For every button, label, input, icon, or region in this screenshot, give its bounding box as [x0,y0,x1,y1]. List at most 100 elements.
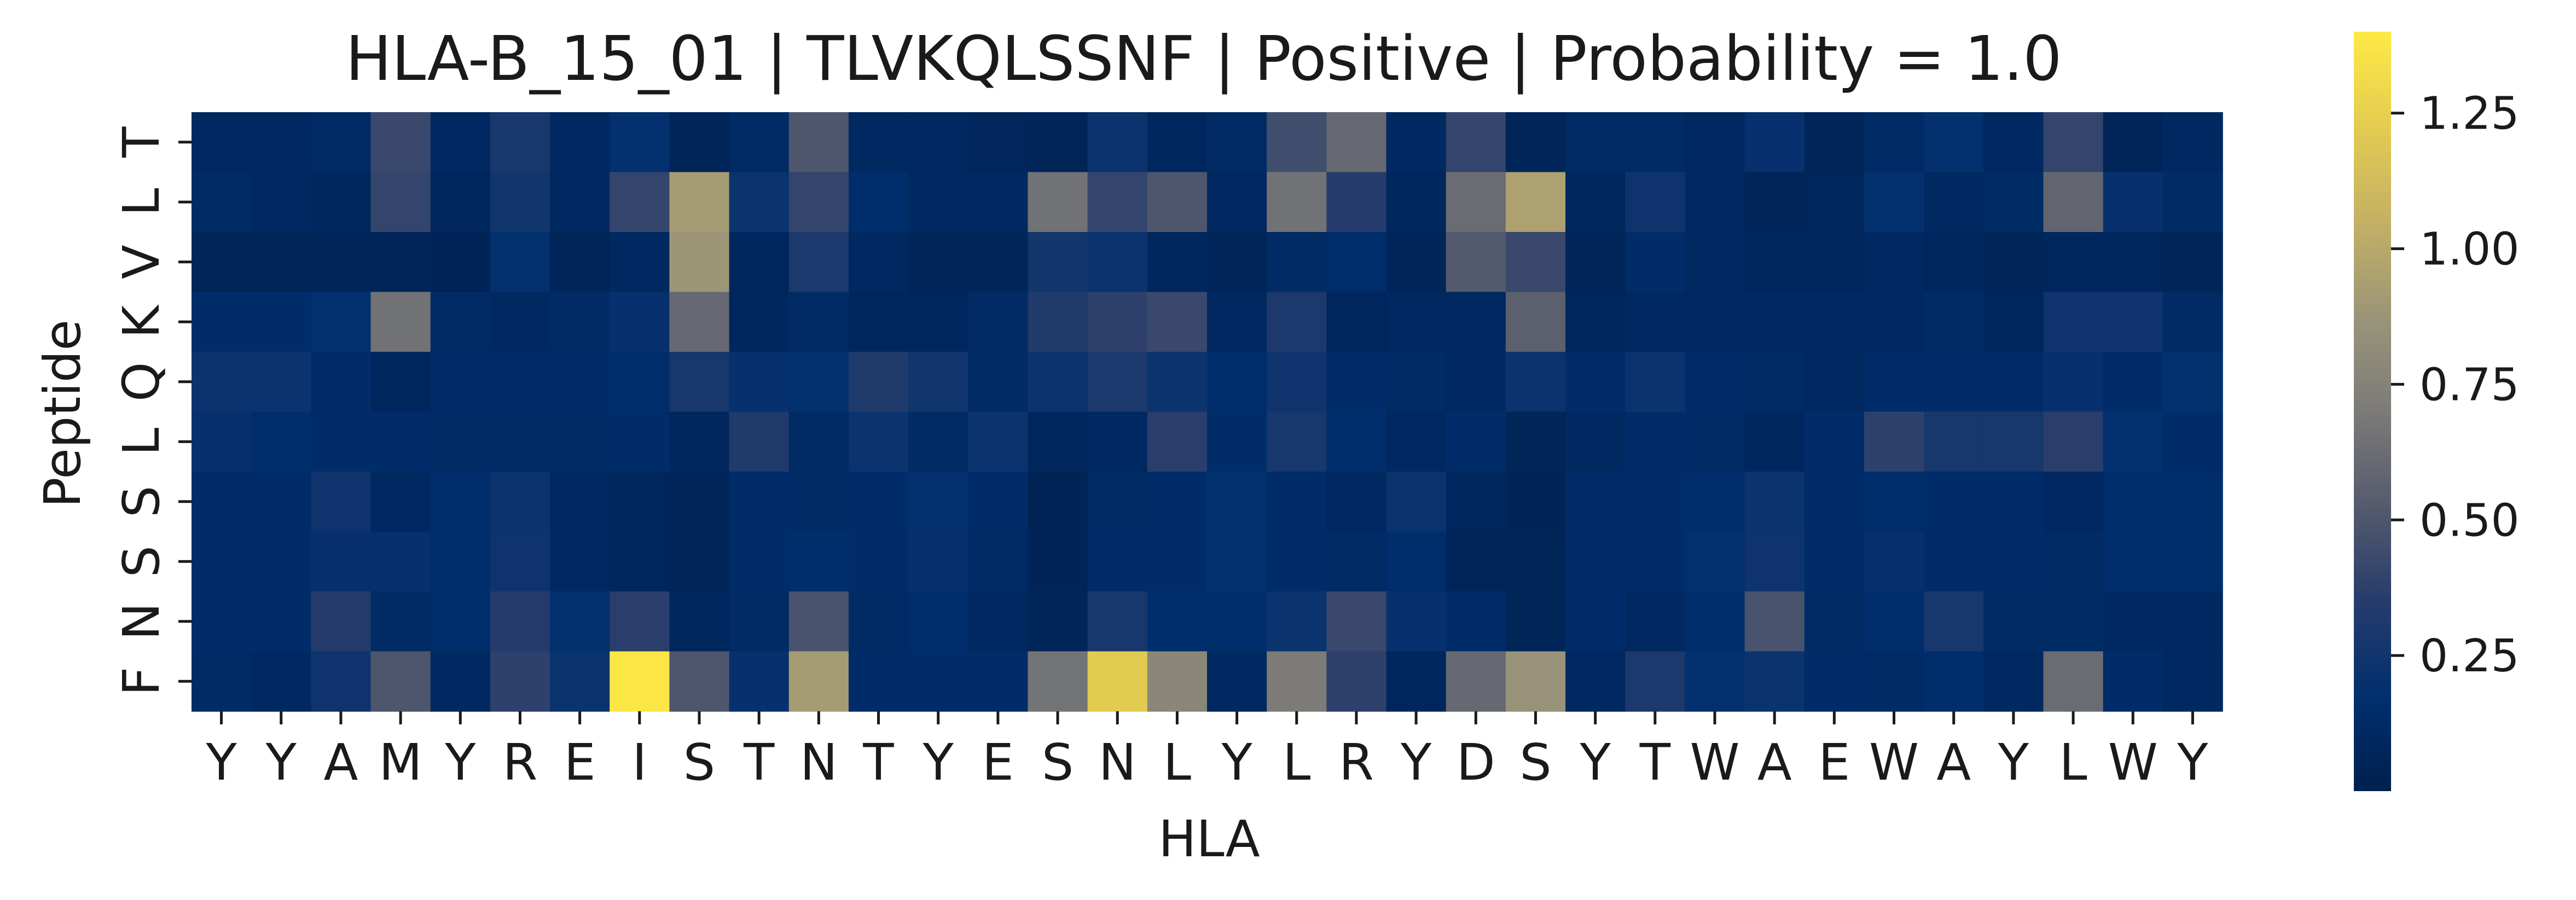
heatmap-cell [2103,172,2163,233]
y-tick-label: Q [112,362,171,402]
heatmap-cell [490,352,550,413]
heatmap-cell [2043,651,2104,712]
x-tick-label: N [1099,733,1136,792]
heatmap-cell [2103,292,2163,352]
heatmap-cell [610,591,670,652]
heatmap-cell [1804,472,1865,532]
heatmap-cell [610,172,670,233]
heatmap-cell [2103,472,2163,532]
heatmap-cell [490,112,550,173]
colorbar-tick-label: 0.50 [2420,495,2520,547]
y-axis-ticks: TLVKQLSSNF [112,126,192,696]
heatmap-cell [610,352,670,413]
heatmap-cell [2162,292,2223,352]
heatmap-cell [1804,411,1865,472]
heatmap-cell [2043,292,2104,352]
heatmap-cell [1625,531,1686,592]
heatmap-cell [788,172,849,233]
heatmap-cell [1326,651,1387,712]
y-tick-label: S [112,486,171,518]
heatmap-cell [550,172,611,233]
heatmap-cell [1446,172,1506,233]
y-tick-label: K [112,304,171,338]
x-tick-label: A [1936,733,1971,792]
heatmap-cell [1804,112,1865,173]
heatmap-cell [1744,172,1805,233]
heatmap-cell [968,232,1029,293]
heatmap-cell [1087,651,1148,712]
heatmap-cell [192,172,252,233]
heatmap-cell [1267,472,1327,532]
heatmap-cell [610,292,670,352]
heatmap-cell [430,352,491,413]
heatmap-cell [1386,172,1447,233]
heatmap-cell [192,112,252,173]
heatmap-cell [370,292,431,352]
heatmap-cell [968,531,1029,592]
x-tick-label: A [1757,733,1792,792]
heatmap-cell [1864,411,1924,472]
heatmap-cell [788,472,849,532]
heatmap-cell [1267,292,1327,352]
heatmap-cell [1864,472,1924,532]
heatmap-cell [311,531,372,592]
heatmap-cell [430,472,491,532]
x-tick-label: Y [265,733,297,792]
x-tick-label: T [1639,733,1671,792]
heatmap-cell [370,232,431,293]
heatmap-cell [1924,112,1985,173]
heatmap-cell [1625,292,1686,352]
heatmap-cell [788,591,849,652]
heatmap-cell [1087,232,1148,293]
heatmap-cell [1744,531,1805,592]
heatmap-cell [1207,531,1267,592]
heatmap-cell [908,531,969,592]
x-tick-label: W [1690,733,1740,792]
colorbar-gradient [2354,32,2391,791]
heatmap-cell [1087,112,1148,173]
heatmap-cell [1028,172,1088,233]
heatmap-cell [1983,172,2044,233]
heatmap-cell [370,472,431,532]
heatmap-cell [1924,172,1985,233]
heatmap-cell [430,411,491,472]
heatmap-cell [192,591,252,652]
heatmap-cell [669,292,730,352]
heatmap-cell [1744,112,1805,173]
y-tick-label: F [112,667,171,696]
heatmap-cell [1744,292,1805,352]
heatmap-cell [1147,292,1208,352]
heatmap-cell [1744,411,1805,472]
heatmap-cell [311,292,372,352]
heatmap-cell [908,472,969,532]
heatmap-cell [1565,591,1626,652]
heatmap-cell [2043,112,2104,173]
heatmap-cell [1625,651,1686,712]
heatmap-cell [1864,172,1924,233]
heatmap-cells [192,112,2223,712]
heatmap-cell [550,352,611,413]
x-tick-label: Y [1998,733,2029,792]
heatmap-cell [729,172,790,233]
x-tick-label: E [564,733,596,792]
heatmap-cell [1924,591,1985,652]
heatmap-cell [788,112,849,173]
heatmap-cell [2043,352,2104,413]
heatmap-cell [1505,591,1566,652]
heatmap-cell [251,591,312,652]
heatmap-cell [192,232,252,293]
x-tick-label: L [1163,733,1191,792]
heatmap-cell [1386,531,1447,592]
heatmap-cell [968,651,1029,712]
heatmap-cell [1505,292,1566,352]
x-tick-label: Y [1400,733,1432,792]
heatmap-cell [669,591,730,652]
heatmap-cell [1267,172,1327,233]
heatmap-cell [669,232,730,293]
x-tick-label: N [800,733,838,792]
heatmap-cell [1565,472,1626,532]
heatmap-cell [1446,352,1506,413]
heatmap-cell [908,172,969,233]
x-tick-label: Y [2177,733,2208,792]
heatmap-cell [1924,472,1985,532]
